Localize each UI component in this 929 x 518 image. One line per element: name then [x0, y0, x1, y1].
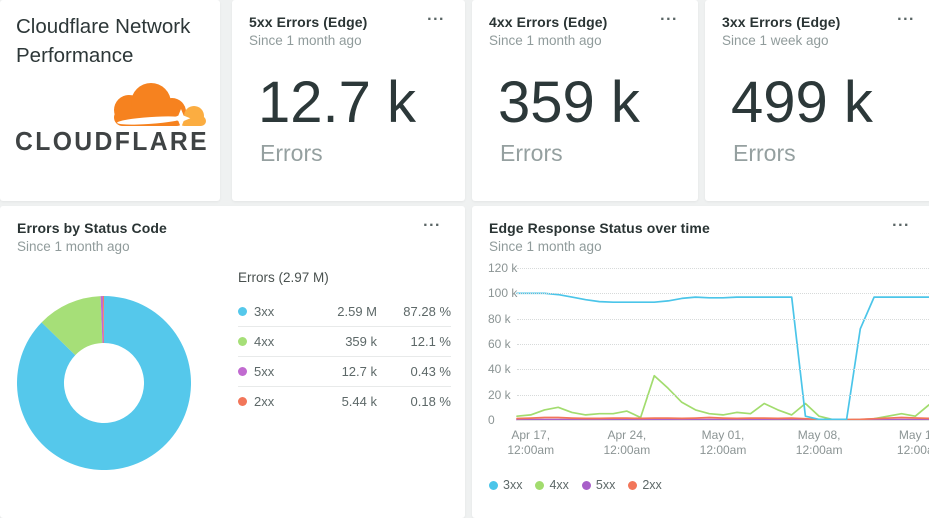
series-line-4xx — [517, 376, 929, 420]
card-menu-button[interactable]: ... — [427, 8, 445, 24]
donut-chart[interactable] — [16, 295, 192, 471]
card-timerange: Since 1 month ago — [249, 33, 362, 48]
stat-value: 499 k — [731, 70, 873, 136]
series-value: 359 k — [302, 334, 377, 349]
series-label: 5xx — [596, 478, 615, 492]
cloudflare-logo: CLOUDFLARE — [13, 80, 213, 163]
card-menu-button[interactable]: ... — [423, 214, 441, 230]
cloudflare-cloud-icon — [114, 83, 206, 128]
cloudflare-logo-text: CLOUDFLARE — [15, 126, 209, 156]
series-color-dot — [535, 481, 544, 490]
stat-value: 359 k — [498, 70, 640, 136]
stat-card-4xx: 4xx Errors (Edge) Since 1 month ago ... … — [472, 0, 698, 201]
gridline — [517, 319, 929, 320]
legend-item-2xx[interactable]: 2xx — [628, 478, 661, 492]
legend-item-3xx[interactable]: 3xx — [489, 478, 522, 492]
series-value: 12.7 k — [302, 364, 377, 379]
x-axis-tick-label: May 112:00a — [897, 428, 929, 458]
y-axis-tick-label: 60 k — [488, 337, 511, 351]
stat-value: 12.7 k — [258, 70, 416, 136]
gridline — [517, 420, 929, 421]
series-label: 4xx — [254, 334, 302, 349]
series-label: 5xx — [254, 364, 302, 379]
line-chart-plot-area[interactable] — [517, 268, 929, 420]
card-menu-button[interactable]: ... — [897, 8, 915, 24]
y-axis-tick-label: 120 k — [488, 261, 517, 275]
gridline — [517, 344, 929, 345]
legend-item-4xx[interactable]: 4xx — [535, 478, 568, 492]
series-line-3xx — [517, 293, 929, 419]
y-axis-tick-label: 80 k — [488, 312, 511, 326]
gridline — [517, 369, 929, 370]
y-axis-tick-label: 0 — [488, 413, 495, 427]
card-title: 5xx Errors (Edge) — [249, 14, 367, 30]
y-axis-tick-label: 100 k — [488, 286, 517, 300]
series-color-dot — [238, 397, 247, 406]
donut-legend-title: Errors (2.97 M) — [238, 268, 451, 297]
y-axis-tick-label: 20 k — [488, 388, 511, 402]
series-color-dot — [489, 481, 498, 490]
gridline — [517, 395, 929, 396]
series-label: 4xx — [549, 478, 568, 492]
x-axis-tick-label: Apr 24,12:00am — [604, 428, 651, 458]
series-label: 2xx — [642, 478, 661, 492]
stat-unit-label: Errors — [733, 140, 796, 167]
series-label: 3xx — [503, 478, 522, 492]
series-label: 3xx — [254, 304, 302, 319]
series-percent: 0.43 % — [377, 364, 451, 379]
card-title: Edge Response Status over time — [489, 220, 710, 236]
series-percent: 12.1 % — [377, 334, 451, 349]
series-color-dot — [238, 307, 247, 316]
y-axis-tick-label: 40 k — [488, 362, 511, 376]
card-timerange: Since 1 week ago — [722, 33, 829, 48]
x-axis-tick-label: Apr 17,12:00am — [507, 428, 554, 458]
stat-unit-label: Errors — [500, 140, 563, 167]
card-title: 3xx Errors (Edge) — [722, 14, 840, 30]
x-axis-tick-label: May 01,12:00am — [700, 428, 747, 458]
series-color-dot — [238, 367, 247, 376]
donut-card: Errors by Status Code Since 1 month ago … — [0, 206, 465, 518]
series-color-dot — [582, 481, 591, 490]
gridline — [517, 293, 929, 294]
timeseries-legend: 3xx 4xx 5xx 2xx — [489, 478, 662, 492]
card-title: 4xx Errors (Edge) — [489, 14, 607, 30]
series-percent: 87.28 % — [377, 304, 451, 319]
stat-card-5xx: 5xx Errors (Edge) Since 1 month ago ... … — [232, 0, 465, 201]
dashboard-title: Cloudflare Network Performance — [16, 13, 212, 70]
stat-unit-label: Errors — [260, 140, 323, 167]
series-value: 2.59 M — [302, 304, 377, 319]
card-timerange: Since 1 month ago — [489, 239, 602, 254]
brand-card: Cloudflare Network Performance CLOUDFLAR… — [0, 0, 220, 201]
series-label: 2xx — [254, 394, 302, 409]
gridline — [517, 268, 929, 269]
series-value: 5.44 k — [302, 394, 377, 409]
card-menu-button[interactable]: ... — [892, 214, 910, 230]
card-timerange: Since 1 month ago — [17, 239, 130, 254]
legend-item-5xx[interactable]: 5xx — [582, 478, 615, 492]
card-menu-button[interactable]: ... — [660, 8, 678, 24]
x-axis-tick-label: May 08,12:00am — [796, 428, 843, 458]
card-timerange: Since 1 month ago — [489, 33, 602, 48]
timeseries-card: Edge Response Status over time Since 1 m… — [472, 206, 929, 518]
series-color-dot — [238, 337, 247, 346]
stat-card-3xx: 3xx Errors (Edge) Since 1 week ago ... 4… — [705, 0, 929, 201]
card-title: Errors by Status Code — [17, 220, 167, 236]
series-percent: 0.18 % — [377, 394, 451, 409]
series-color-dot — [628, 481, 637, 490]
